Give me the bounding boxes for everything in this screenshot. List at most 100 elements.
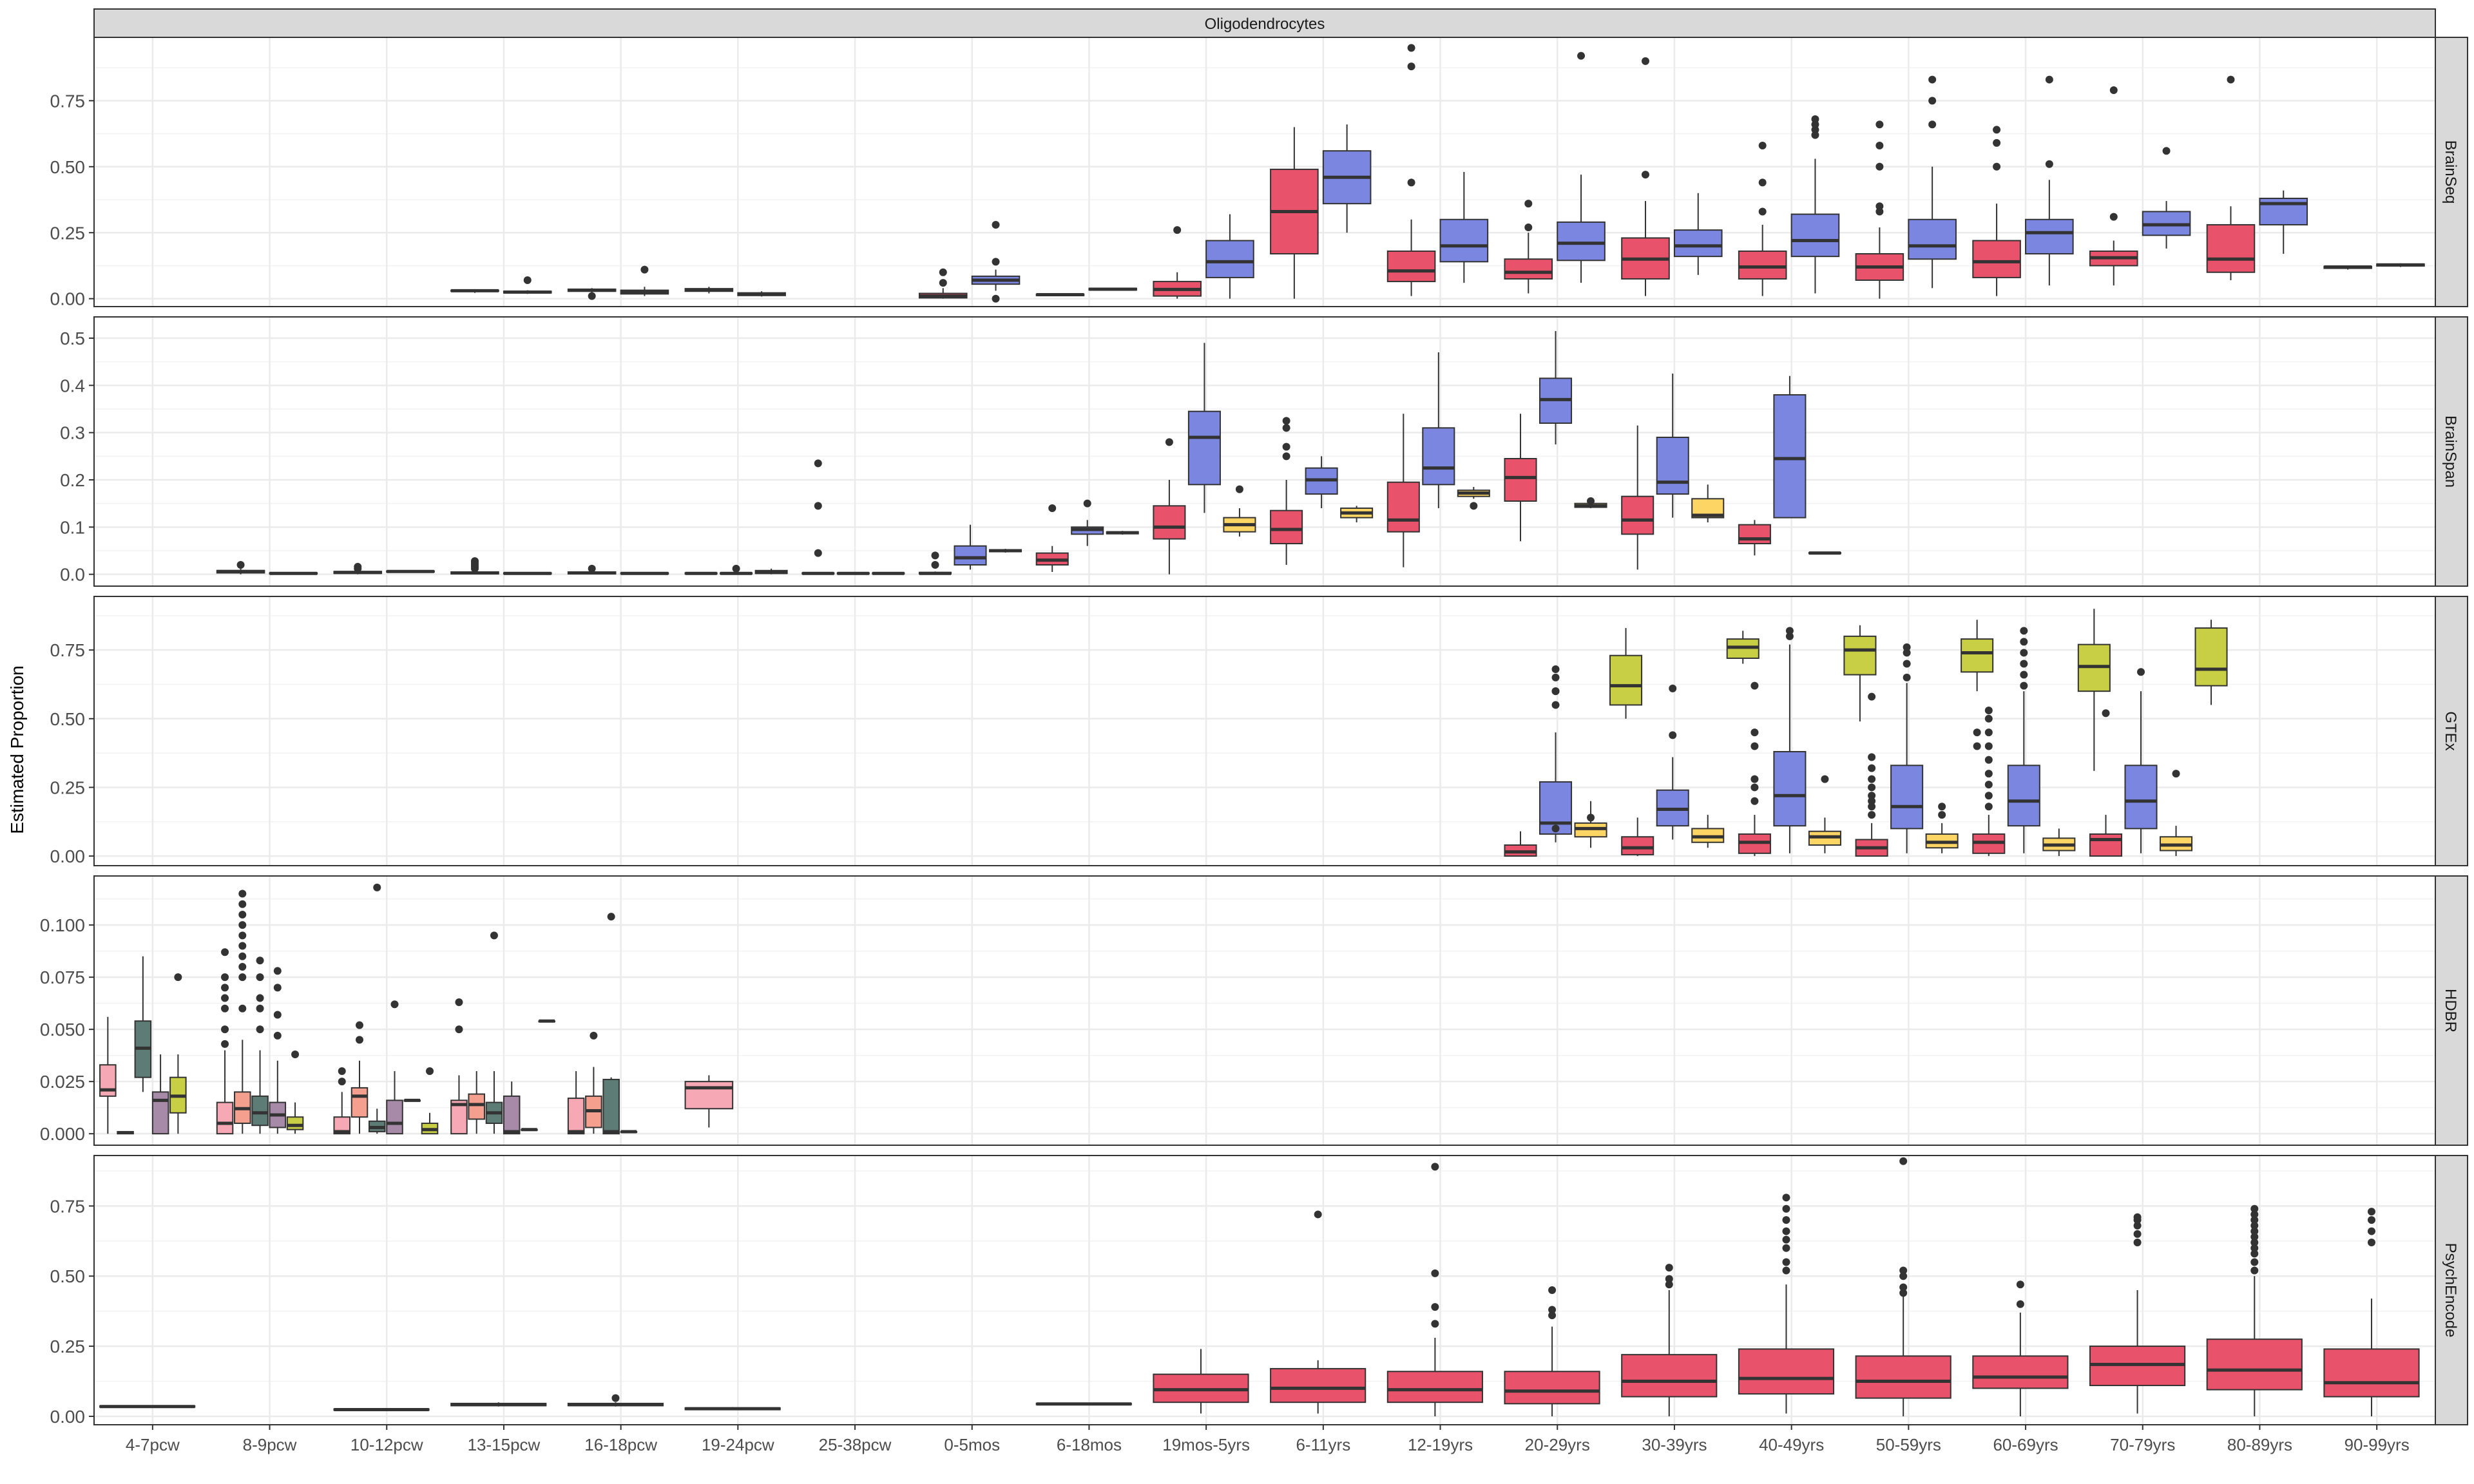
boxplot: [737, 291, 786, 297]
boxplot: [720, 564, 753, 575]
boxplot: [1925, 803, 1959, 853]
outlier-point: [1899, 1157, 1908, 1165]
box-iqr: [1738, 1348, 1835, 1395]
boxplot: [1738, 520, 1771, 556]
boxplot: [801, 459, 835, 575]
boxplot: [620, 265, 669, 296]
facet-hdbr: 0.000 0.025 0.050 0.075 0.100 HDBR: [40, 875, 2468, 1146]
boxplot: [151, 1054, 169, 1135]
boxplot: [2259, 190, 2308, 254]
outlier-point: [221, 973, 229, 982]
boxplot: [1621, 1264, 1718, 1416]
outlier-point: [1750, 681, 1759, 690]
outlier-point: [174, 973, 182, 982]
boxplot: [1972, 126, 2021, 296]
boxplot: [620, 571, 669, 575]
outlier-point: [1782, 1258, 1790, 1266]
outlier-point: [238, 931, 247, 940]
outlier-point: [1750, 775, 1759, 783]
facet-strip-label: BrainSeq: [2442, 140, 2459, 204]
boxplot: [567, 1394, 664, 1407]
outlier-point: [2133, 1238, 2142, 1246]
boxplot: [1153, 438, 1186, 575]
boxplot: [1961, 620, 1994, 750]
boxplot: [2025, 75, 2074, 286]
outlier-point: [238, 889, 247, 898]
outlier-point: [256, 1004, 264, 1013]
outlier-point: [1984, 728, 1993, 737]
outlier-point: [273, 967, 282, 975]
outlier-point: [2020, 649, 2028, 657]
outlier-point: [1782, 1216, 1790, 1224]
box-iqr: [1738, 250, 1787, 280]
x-axis: 4-7pcw 8-9pcw 10-12pcw 13-15pcw 16-18pcw 19-2…: [126, 1425, 2410, 1454]
boxplot: [2042, 828, 2076, 857]
y-tick-label: 0.100: [40, 915, 85, 935]
box-iqr: [1773, 750, 1807, 827]
boxplot: [2124, 668, 2158, 853]
outlier-point: [1431, 1320, 1439, 1328]
outlier-point: [490, 931, 498, 940]
boxplot: [1972, 1280, 2069, 1416]
outlier-point: [1548, 1286, 1557, 1294]
outlier-point: [1782, 1244, 1790, 1252]
boxplot: [333, 1067, 351, 1135]
outlier-point: [1868, 783, 1876, 792]
outlier-point: [1868, 797, 1876, 805]
box-iqr: [2194, 627, 2228, 687]
outlier-point: [1669, 731, 1677, 739]
outlier-point: [2172, 770, 2180, 778]
facet-brainseq: 0.00 0.25 0.50 0.75 BrainSeq: [50, 37, 2468, 309]
boxplot: [485, 931, 503, 1134]
box-iqr: [386, 1099, 403, 1135]
box-iqr: [2323, 1348, 2420, 1398]
outlier-point: [1875, 162, 1884, 171]
box-iqr: [1386, 481, 1420, 533]
boxplot: [1738, 142, 1787, 296]
boxplot: [117, 1130, 134, 1135]
outlier-point: [2109, 86, 2118, 94]
outlier-point: [221, 1004, 229, 1013]
boxplot: [684, 571, 718, 575]
x-tick-label: 19mos-5yrs: [1162, 1435, 1250, 1454]
boxplot: [1656, 684, 1689, 840]
boxplot: [872, 571, 905, 575]
boxplot: [286, 1051, 304, 1134]
boxplot: [1609, 628, 1643, 719]
box-iqr: [1504, 1371, 1600, 1405]
boxplot: [1187, 343, 1221, 513]
outlier-point: [1928, 75, 1937, 84]
outlier-point: [1875, 142, 1884, 150]
outlier-point: [1551, 665, 1560, 674]
boxplot: [1773, 376, 1807, 518]
outlier-point: [2133, 1230, 2142, 1238]
boxplot: [2160, 770, 2193, 857]
boxplot: [1656, 374, 1689, 518]
outlier-point: [2250, 1250, 2259, 1258]
outlier-point: [588, 292, 596, 300]
facet-strip: [2435, 316, 2468, 587]
boxplot: [2376, 263, 2425, 267]
outlier-point: [221, 948, 229, 956]
boxplot: [1808, 551, 1841, 555]
boxplot: [251, 956, 269, 1134]
box-iqr: [602, 1078, 620, 1135]
outlier-point: [2250, 1238, 2259, 1246]
outlier-point: [2250, 1266, 2259, 1275]
facet-strip-label: BrainSpan: [2442, 415, 2459, 488]
outlier-point: [1758, 178, 1767, 187]
boxplot: [1539, 665, 1573, 842]
outlier-point: [221, 1025, 229, 1034]
outlier-point: [256, 956, 264, 965]
outlier-point: [1551, 824, 1560, 833]
panel-background: [94, 876, 2435, 1145]
outlier-point: [1993, 126, 2001, 134]
y-tick-label: 0.1: [60, 517, 85, 537]
boxplot: [1855, 1157, 1951, 1416]
boxplot: [2089, 1213, 2186, 1414]
outlier-point: [390, 1000, 399, 1009]
outlier-point: [1587, 497, 1595, 505]
outlier-point: [2250, 1221, 2259, 1230]
box-iqr: [684, 1081, 734, 1110]
boxplot: [1504, 414, 1537, 542]
